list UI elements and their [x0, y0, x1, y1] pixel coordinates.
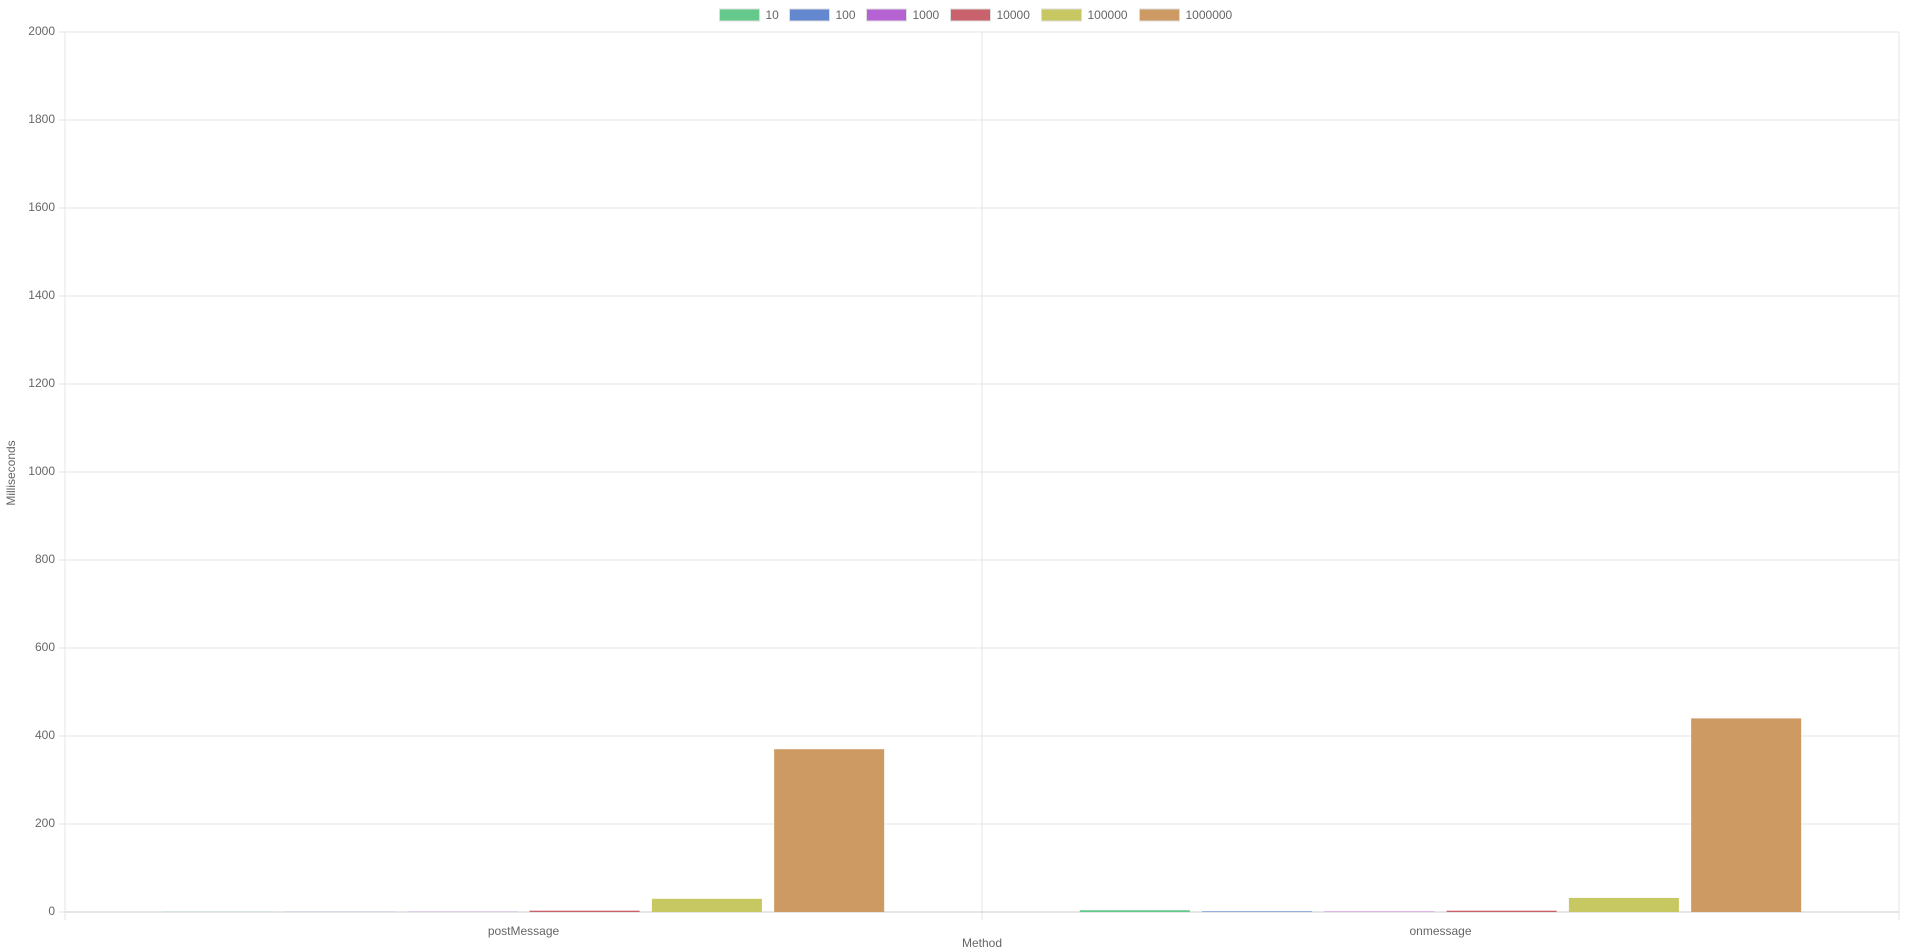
y-tick-label: 1000 [28, 464, 55, 478]
x-axis-title: Method [962, 936, 1002, 950]
legend-swatch [950, 8, 991, 22]
y-tick-label: 1200 [28, 376, 55, 390]
y-tick-label: 200 [35, 816, 55, 830]
legend-swatch [789, 8, 830, 22]
legend-swatch [1041, 8, 1082, 22]
legend-swatch [866, 8, 907, 22]
bar [1079, 910, 1190, 912]
y-tick-label: 1600 [28, 200, 55, 214]
bar [1691, 718, 1802, 912]
y-tick-label: 800 [35, 552, 55, 566]
legend-label: 100 [836, 8, 856, 22]
x-tick-label: postMessage [488, 924, 560, 938]
bar [774, 749, 885, 912]
x-tick-label: onmessage [1409, 924, 1471, 938]
bar [1446, 910, 1557, 912]
y-tick-label: 0 [48, 904, 55, 918]
legend-label: 100000 [1088, 8, 1128, 22]
bar [1568, 897, 1679, 912]
bar [529, 910, 640, 912]
bar [651, 898, 762, 912]
legend-label: 10 [766, 8, 780, 22]
y-tick-label: 400 [35, 728, 55, 742]
legend-label: 10000 [997, 8, 1031, 22]
legend-label: 1000000 [1186, 8, 1233, 22]
legend-label: 1000 [913, 8, 940, 22]
legend-swatch [719, 8, 760, 22]
bar [1202, 911, 1313, 912]
y-tick-label: 1400 [28, 288, 55, 302]
y-tick-label: 1800 [28, 112, 55, 126]
legend-swatch [1139, 8, 1180, 22]
y-tick-label: 600 [35, 640, 55, 654]
y-tick-label: 2000 [28, 24, 55, 38]
y-axis-title: Milliseconds [4, 440, 18, 505]
